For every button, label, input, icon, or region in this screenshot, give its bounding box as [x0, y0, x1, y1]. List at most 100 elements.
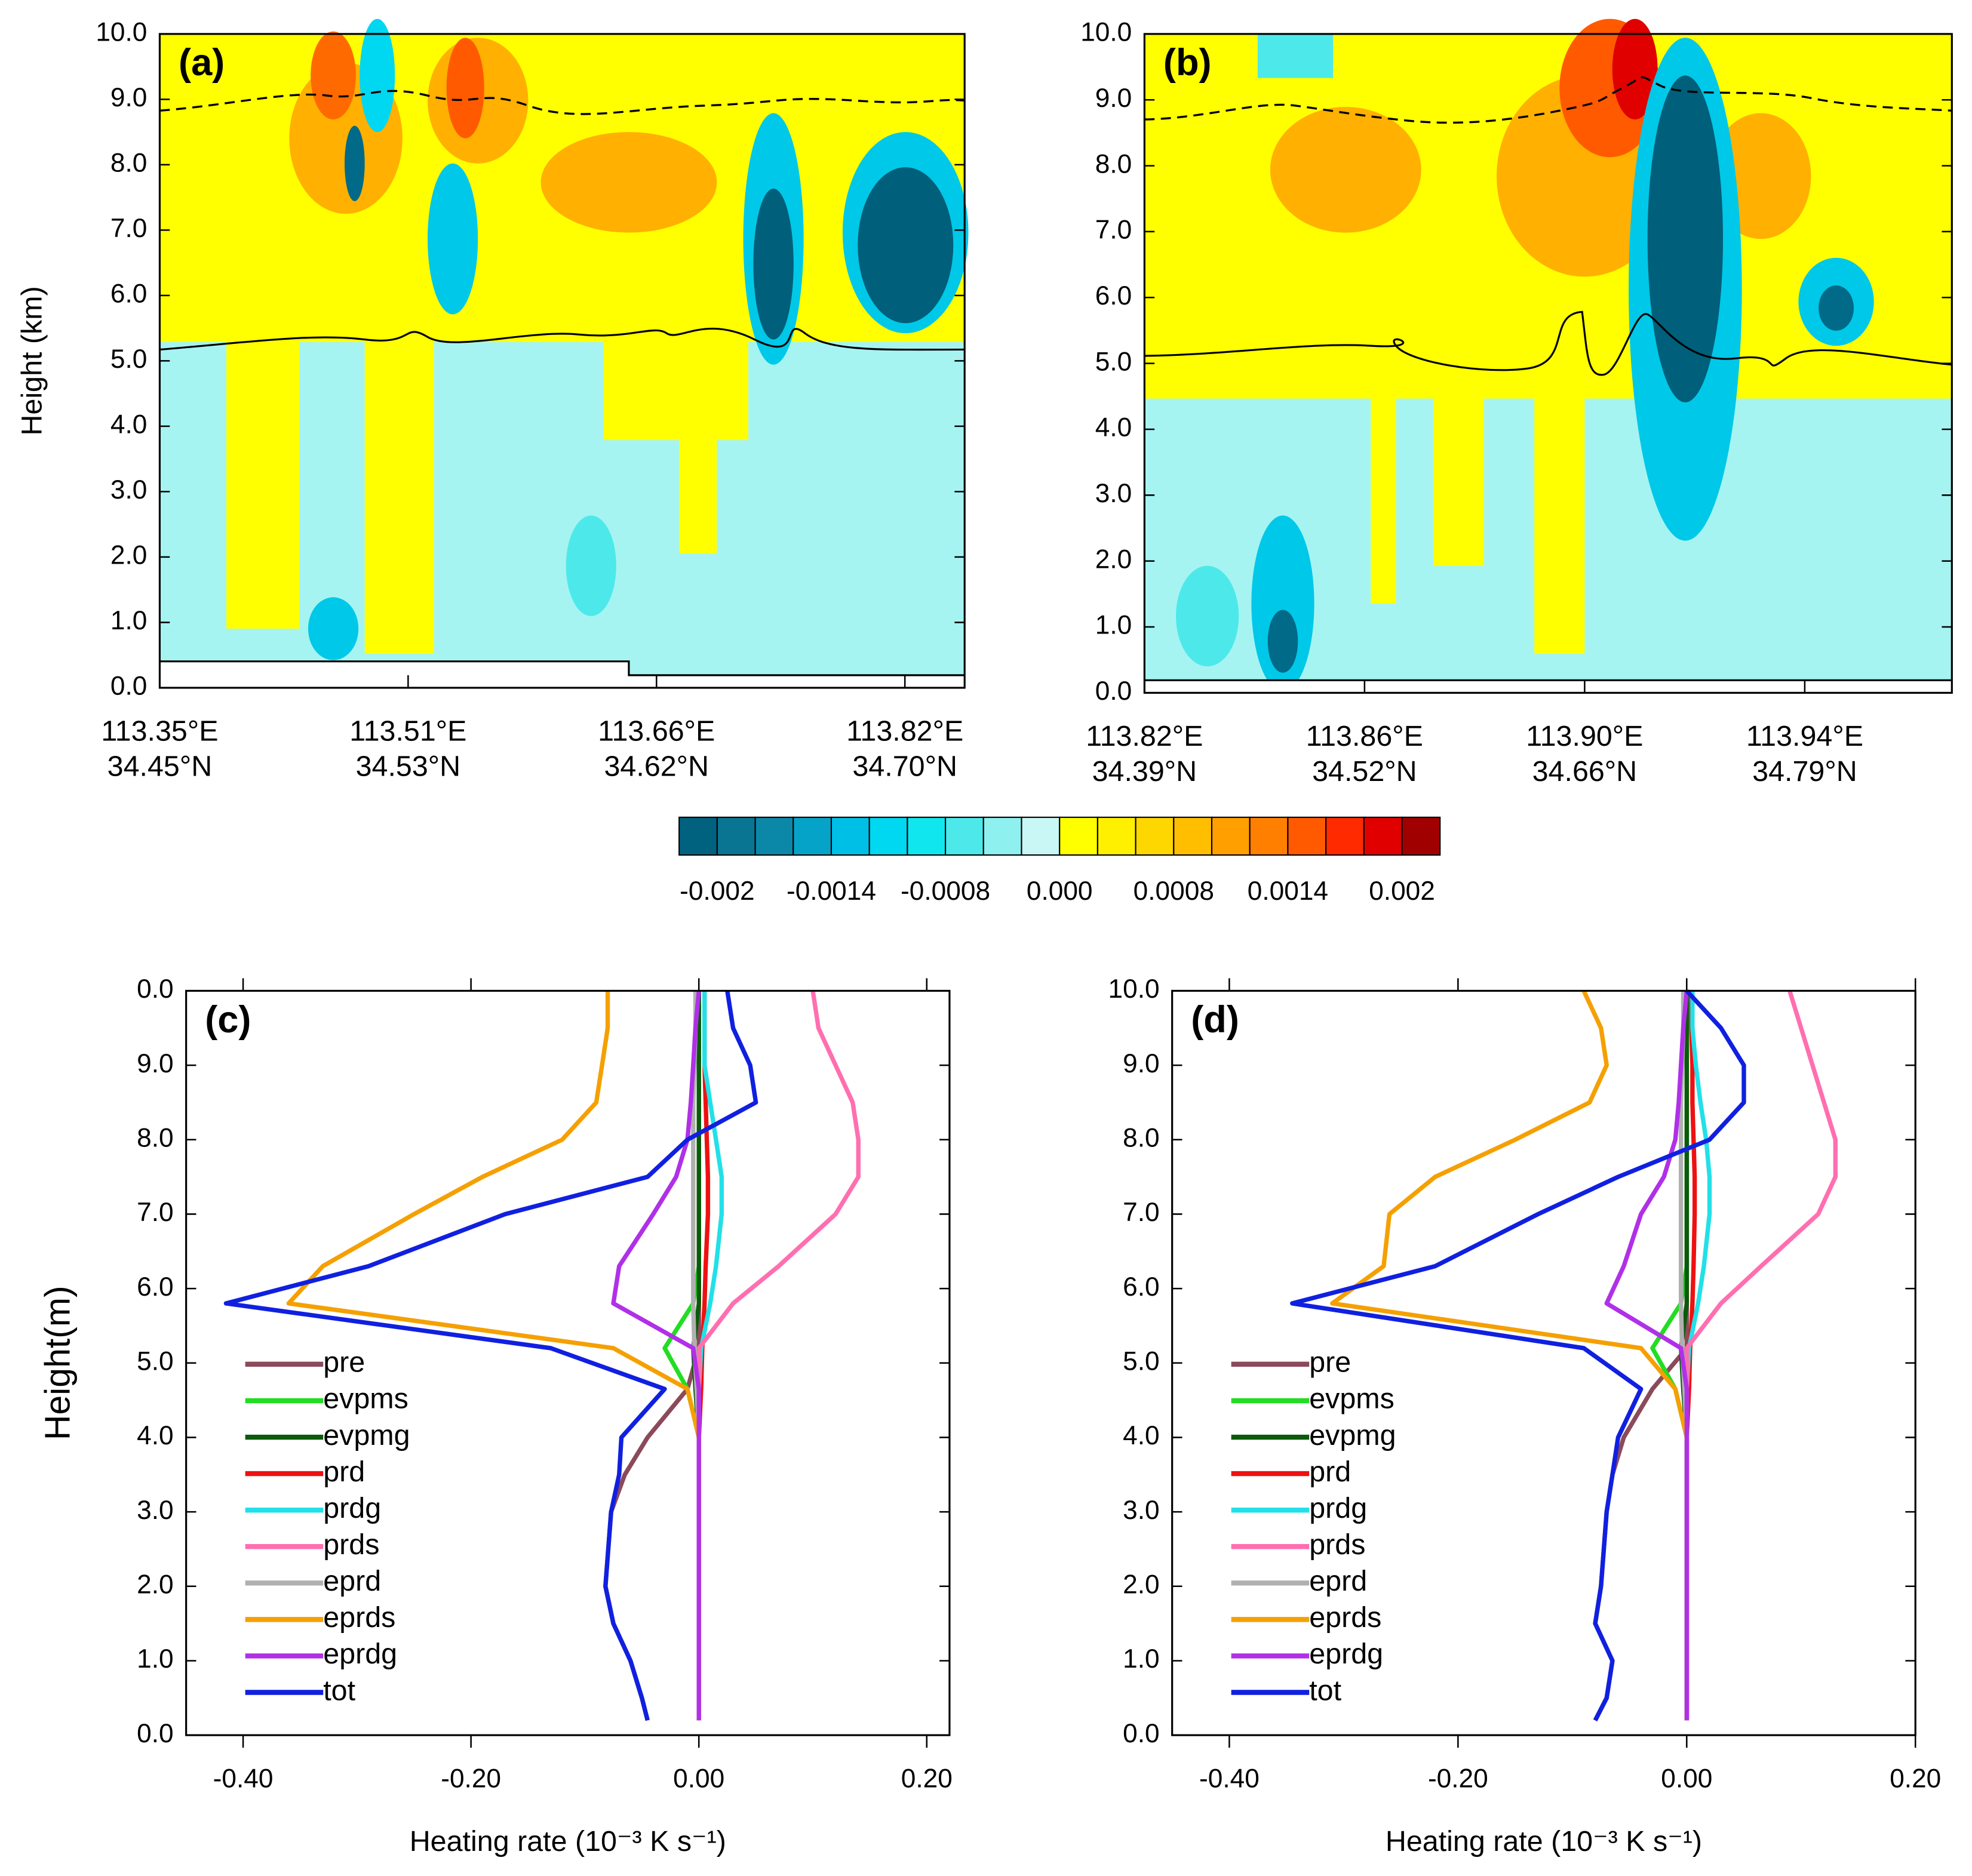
colorbar-swatch — [1096, 816, 1136, 856]
y-tick-label: 6.0 — [1123, 1272, 1159, 1302]
legend-label: evpms — [323, 1383, 408, 1415]
legend-label: pre — [1309, 1346, 1351, 1379]
x-tick-label: -0.40 — [213, 1764, 274, 1794]
y-tick-label: 0.0 — [1095, 676, 1132, 706]
x-tick-label: 0.00 — [1661, 1764, 1712, 1794]
y-tick-label: 8.0 — [1095, 149, 1132, 179]
y-axis-label: Height(m) — [39, 1285, 78, 1440]
y-tick-label: 10.0 — [1108, 974, 1160, 1004]
colorbar-swatch — [1021, 816, 1061, 856]
y-tick-label: 1.0 — [110, 606, 147, 635]
y-tick-label: 0.0 — [110, 672, 147, 701]
y-tick-label: 8.0 — [110, 149, 147, 178]
x-tick-label: 34.66°N — [1532, 755, 1638, 788]
colorbar-swatch — [1249, 816, 1289, 856]
y-tick-label: 2.0 — [1123, 1570, 1159, 1599]
x-axis-label: Heating rate (10⁻³ K s⁻¹) — [1386, 1825, 1702, 1857]
colorbar-swatch — [716, 816, 756, 856]
panel-label: (c) — [205, 999, 251, 1041]
panel: 0.0 1.0 2.0 3.0 4.0 5.0 6.0 7.0 8.0 9.0 10.0 -0.40 -… — [1108, 974, 1942, 1857]
y-tick-label: 6.0 — [137, 1272, 173, 1302]
legend-label: prds — [323, 1529, 379, 1561]
panel-label: (d) — [1191, 999, 1239, 1041]
colorbar-swatch — [1211, 816, 1251, 856]
x-tick-label: 113.90°E — [1526, 720, 1643, 752]
plot-frame — [1171, 989, 1916, 1736]
y-tick-label: 4.0 — [110, 410, 147, 439]
colorbar-swatch — [1363, 816, 1403, 856]
legend-label: prds — [1309, 1529, 1365, 1561]
x-tick-label: 113.82°E — [846, 715, 963, 748]
x-tick-label: 34.39°N — [1092, 755, 1197, 788]
series-line — [1684, 990, 1838, 1721]
colorbar-swatch — [1059, 816, 1098, 856]
x-tick-label: -0.40 — [1199, 1764, 1260, 1794]
series-line — [603, 991, 701, 1721]
series-line — [223, 990, 758, 1721]
y-tick-label: 3.0 — [1123, 1496, 1159, 1525]
panel-label: (a) — [179, 42, 225, 84]
x-tick-label: 0.20 — [901, 1764, 953, 1794]
colorbar-label: 0.0014 — [1248, 877, 1328, 906]
colorbar-swatch — [1401, 816, 1441, 856]
legend-label: prdg — [1309, 1492, 1367, 1524]
legend-label: prdg — [323, 1492, 381, 1524]
x-tick-label: 0.00 — [673, 1764, 724, 1794]
x-tick-label: 113.86°E — [1306, 720, 1423, 752]
y-tick-label: 2.0 — [137, 1570, 173, 1599]
y-tick-label: 7.0 — [1123, 1198, 1159, 1227]
legend-label: eprdg — [323, 1638, 397, 1670]
y-tick-label: 10.0 — [1080, 18, 1132, 47]
colorbar-label: 0.000 — [1027, 877, 1093, 906]
colorbar-swatch — [868, 816, 908, 856]
plot-frame — [185, 989, 951, 1736]
legend-label: evpmg — [1309, 1419, 1396, 1451]
colorbar-swatch — [793, 816, 833, 856]
y-tick-label: 3.0 — [1095, 479, 1132, 508]
y-tick-label: 9.0 — [1095, 84, 1132, 113]
colorbar-swatch — [1173, 816, 1213, 856]
y-tick-label: 9.0 — [137, 1049, 173, 1078]
y-tick-label: 4.0 — [137, 1421, 173, 1450]
series-line — [1593, 991, 1690, 1721]
y-tick-label: 1.0 — [137, 1644, 173, 1674]
series-line — [696, 990, 861, 1721]
y-tick-label: 9.0 — [110, 83, 147, 112]
colorbar-label: 0.0008 — [1134, 877, 1214, 906]
x-tick-label: 34.53°N — [356, 751, 461, 783]
colorbar-swatch — [945, 816, 984, 856]
y-tick-label: 0.0 — [1123, 1719, 1159, 1748]
legend-label: eprd — [323, 1565, 381, 1597]
colorbar-swatch — [1135, 816, 1175, 856]
series-line — [1330, 989, 1690, 1721]
x-tick-label: -0.20 — [1428, 1764, 1488, 1794]
x-tick-label: 113.94°E — [1746, 720, 1863, 752]
y-tick-label: 7.0 — [110, 214, 147, 243]
y-tick-label: 5.0 — [1123, 1346, 1159, 1376]
series-line — [696, 991, 724, 1721]
y-tick-label: 1.0 — [1095, 611, 1132, 640]
y-tick-label: 3.0 — [110, 475, 147, 505]
colorbar-swatch — [754, 816, 794, 856]
y-tick-label: 7.0 — [1095, 216, 1132, 245]
x-tick-label: 34.45°N — [107, 751, 213, 783]
y-axis-label: Height (km) — [16, 286, 48, 435]
colorbar-swatch — [907, 816, 947, 856]
x-tick-label: 34.79°N — [1752, 755, 1857, 788]
y-tick-label: 9.0 — [1123, 1049, 1159, 1078]
colorbar-label: 0.002 — [1369, 877, 1435, 906]
colorbar-swatch — [678, 816, 718, 856]
y-tick-label: 8.0 — [137, 1123, 173, 1152]
panel: 0.0 1.0 2.0 3.0 4.0 5.0 6.0 7.0 8.0 9.0 10.0 113.82… — [1080, 18, 1953, 788]
legend-label: eprds — [1309, 1601, 1381, 1634]
y-tick-label: 0.0 — [137, 974, 173, 1004]
y-tick-label: 2.0 — [110, 541, 147, 570]
x-tick-label: 113.82°E — [1086, 720, 1203, 752]
field-b — [1144, 19, 1952, 693]
x-tick-label: 113.51°E — [349, 715, 466, 748]
y-tick-label: 8.0 — [1123, 1123, 1159, 1152]
field-a — [159, 19, 969, 688]
y-tick-label: 0.0 — [137, 1719, 173, 1748]
x-tick-label: 113.66°E — [598, 715, 715, 748]
